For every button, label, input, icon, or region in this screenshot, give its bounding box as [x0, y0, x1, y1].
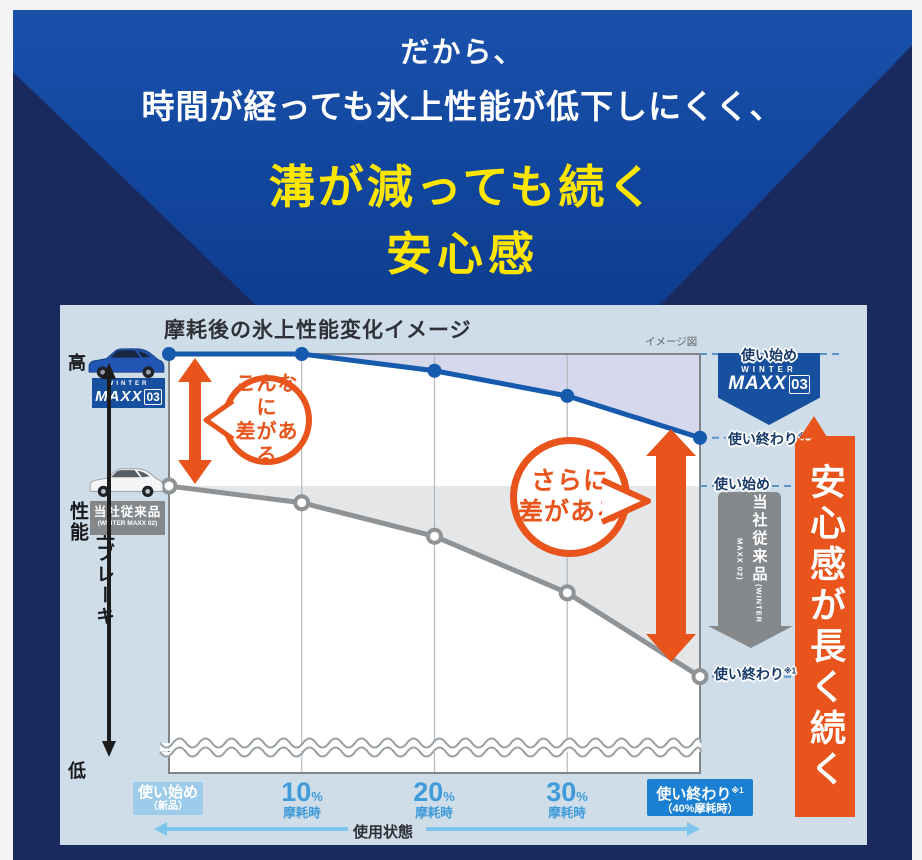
header-banner: だから、 時間が経っても氷上性能が低下しにくく、 溝が減っても続く 安心感: [13, 10, 912, 305]
x-axis-usage-state-label: 使用状態: [352, 824, 413, 841]
chart-panel: 摩耗後の氷上性能変化イメージ イメージ図 高 氷上ブレーキ性能 低: [60, 305, 867, 845]
x-end-main: 使い終わり: [656, 786, 732, 803]
x-10-pct: %: [311, 789, 323, 804]
x-tick-start-badge: 使い始め （新品）: [133, 782, 203, 815]
x-start-line2: （新品）: [148, 801, 188, 812]
x-20-sub: 摩耗時: [415, 806, 453, 820]
chart-title: 摩耗後の氷上性能変化イメージ: [164, 319, 472, 342]
label-gray-start-of-use: 使い始め: [714, 476, 770, 492]
x-30-num: 30: [546, 777, 577, 807]
x-tick-20pct: 20% 摩耗時: [394, 777, 474, 821]
label-blue-start-of-use: 使い始め: [741, 347, 797, 363]
x-20-pct: %: [443, 789, 455, 804]
reassurance-banner: 安心感が長く続く: [795, 436, 855, 817]
x-end-line2: （40%摩耗時）: [661, 803, 739, 815]
gray-end-footnote-mark: ※1: [783, 666, 797, 676]
callout-big-difference: こんなに 差がある: [222, 373, 312, 467]
callout-right-line2: 差がある: [517, 498, 622, 526]
y-axis-low-label: 低: [68, 761, 86, 781]
gray-banner-sub: (WINTER MAXX 02): [735, 537, 764, 624]
banner-03-text: 03: [789, 375, 810, 394]
header-line-3: 溝が減っても続く: [268, 161, 657, 213]
header-line-4: 安心感: [386, 228, 539, 280]
label-gray-end-of-use: 使い終わり※1: [705, 664, 805, 684]
brand-03-text: 03: [144, 389, 162, 405]
x-10-num: 10: [281, 777, 312, 807]
y-axis-high-label: 高: [68, 353, 86, 373]
brand-maxx-text: MAXX: [95, 388, 143, 405]
x-end-footnote-mark: ※1: [731, 786, 744, 795]
blue-car-illustration: [86, 345, 166, 379]
x-start-line1: 使い始め: [137, 784, 198, 801]
conventional-name: 当社従来品: [93, 505, 162, 519]
callout-left-line2: 差がある: [235, 421, 299, 467]
chart-note: イメージ図: [645, 336, 698, 348]
x-30-pct: %: [576, 789, 588, 804]
conventional-arrow-banner: 当社従来品(WINTER MAXX 02): [718, 492, 781, 626]
header-line-2: 時間が経っても氷上性能が低下しにくく、: [141, 88, 784, 125]
white-car-illustration: [87, 465, 165, 498]
x-20-num: 20: [413, 777, 444, 807]
callout-even-more-difference: さらに 差がある: [510, 437, 630, 557]
ad-canvas: だから、 時間が経っても氷上性能が低下しにくく、 溝が減っても続く 安心感 摩耗…: [13, 10, 912, 860]
legend-badge-winter-maxx-03: WINTER MAXX 03: [92, 378, 165, 408]
callout-left-line1: こんなに: [235, 373, 299, 419]
blue-end-text: 使い終わり: [727, 431, 798, 447]
x-tick-30pct: 30% 摩耗時: [527, 777, 607, 821]
conventional-sub: (WINTER MAXX 02): [97, 520, 158, 527]
x-end-line1: 使い終わり※1: [647, 782, 753, 803]
label-blue-end-of-use: 使い終わり※1: [710, 429, 828, 449]
brand-winter-text: WINTER: [107, 381, 150, 387]
x-30-sub: 摩耗時: [548, 806, 586, 820]
x-tick-10pct: 10% 摩耗時: [262, 777, 342, 821]
banner-maxx-text: MAXX: [728, 373, 788, 394]
callout-right-line1: さらに: [530, 467, 609, 495]
legend-badge-conventional: 当社従来品 (WINTER MAXX 02): [90, 501, 165, 535]
reassurance-banner-text: 安心感が長く続く: [805, 462, 846, 791]
blue-end-footnote-mark: ※1: [797, 431, 811, 441]
gray-end-text: 使い終わり: [713, 666, 784, 682]
x-tick-end-badge: 使い終わり※1 （40%摩耗時）: [647, 779, 753, 816]
header-line-1: だから、: [400, 37, 525, 69]
x-10-sub: 摩耗時: [283, 806, 321, 820]
banner-winter-text: WINTER: [741, 365, 797, 374]
gray-banner-name: 当社従来品: [750, 494, 768, 585]
